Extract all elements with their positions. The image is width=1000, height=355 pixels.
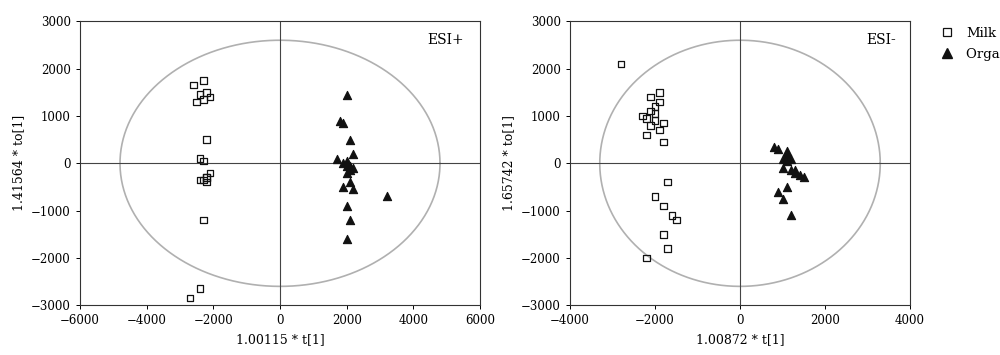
Point [792, 172, 808, 178]
Point [192, 177, 208, 183]
Point [339, 236, 355, 242]
Point [647, 111, 663, 116]
Point [199, 89, 215, 95]
Point [643, 94, 659, 100]
Point [638, 115, 654, 121]
Point [779, 184, 795, 190]
Point [335, 184, 351, 190]
Point [379, 193, 395, 199]
Point [342, 137, 358, 142]
Point [656, 203, 672, 209]
Point [656, 139, 672, 145]
Point [189, 99, 205, 105]
Point [651, 127, 667, 133]
Point [638, 132, 654, 138]
Point [774, 165, 790, 171]
Point [647, 118, 663, 124]
Point [668, 217, 684, 223]
Point [660, 179, 676, 185]
Point [339, 203, 355, 209]
Text: ESI+: ESI+ [427, 33, 464, 47]
Point [199, 137, 215, 142]
Point [634, 113, 650, 119]
Point [638, 255, 654, 261]
Y-axis label: 1.41564 * to[1]: 1.41564 * to[1] [13, 115, 26, 212]
Point [796, 175, 812, 180]
Point [643, 108, 659, 114]
Point [195, 158, 211, 164]
Point [199, 179, 215, 185]
Point [613, 61, 629, 67]
Point [342, 163, 358, 169]
Point [774, 156, 790, 162]
Point [339, 163, 355, 169]
Text: ESI-: ESI- [867, 33, 896, 47]
Point [339, 170, 355, 176]
X-axis label: 1.00115 * t[1]: 1.00115 * t[1] [236, 333, 324, 346]
Point [192, 286, 208, 291]
Point [779, 151, 795, 157]
Point [656, 120, 672, 126]
Point [195, 177, 211, 183]
Point [651, 89, 667, 95]
Legend: Milk, Organic milk: Milk, Organic milk [932, 24, 1000, 64]
Point [783, 156, 799, 162]
Point [185, 82, 201, 88]
Point [342, 168, 358, 173]
Point [332, 118, 348, 124]
Point [339, 158, 355, 164]
Point [195, 78, 211, 83]
Point [643, 122, 659, 128]
Point [339, 92, 355, 98]
Point [342, 217, 358, 223]
Point [651, 99, 667, 105]
X-axis label: 1.00872 * t[1]: 1.00872 * t[1] [696, 333, 784, 346]
Point [335, 160, 351, 166]
Point [779, 149, 795, 154]
Point [335, 120, 351, 126]
Point [770, 189, 786, 195]
Point [182, 295, 198, 301]
Point [345, 151, 361, 157]
Point [192, 156, 208, 162]
Point [783, 168, 799, 173]
Point [660, 246, 676, 251]
Point [787, 168, 803, 173]
Point [766, 144, 782, 149]
Point [664, 213, 680, 218]
Point [192, 92, 208, 98]
Point [345, 165, 361, 171]
Point [342, 179, 358, 185]
Point [779, 158, 795, 164]
Point [647, 193, 663, 199]
Point [199, 175, 215, 180]
Point [329, 156, 345, 162]
Point [783, 213, 799, 218]
Point [345, 186, 361, 192]
Point [195, 217, 211, 223]
Point [770, 146, 786, 152]
Point [199, 175, 215, 180]
Point [202, 94, 218, 100]
Y-axis label: 1.65742 * to[1]: 1.65742 * to[1] [503, 115, 516, 211]
Point [202, 170, 218, 176]
Point [787, 170, 803, 176]
Point [195, 97, 211, 102]
Point [647, 104, 663, 109]
Point [774, 196, 790, 202]
Point [656, 231, 672, 237]
